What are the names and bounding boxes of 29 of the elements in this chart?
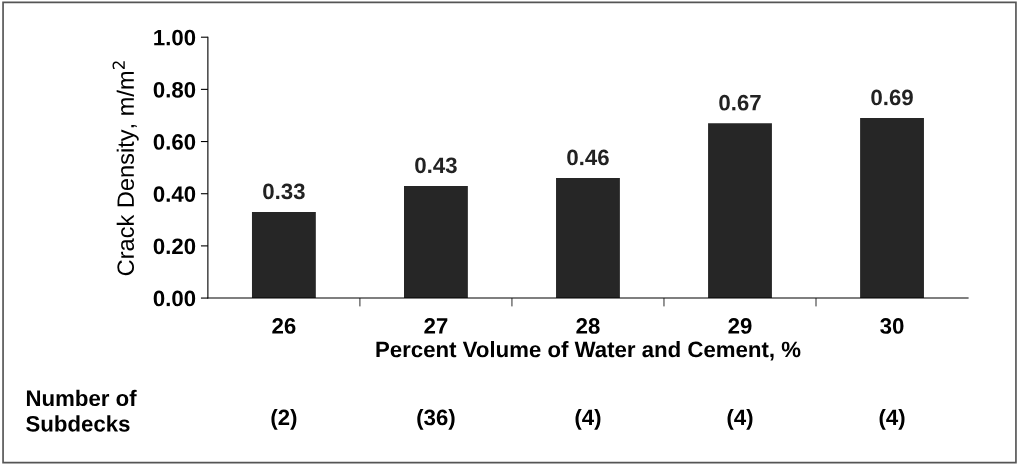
data-label: 0.43 bbox=[415, 157, 457, 174]
x-tick-label: 29 bbox=[728, 318, 752, 334]
data-label: 0.33 bbox=[263, 183, 305, 200]
text: (4) bbox=[727, 409, 753, 430]
data-label: 0.46 bbox=[567, 149, 609, 166]
y-tick-label: 0.40 bbox=[153, 186, 196, 202]
text: (4) bbox=[575, 409, 601, 430]
x-tick-label: 26 bbox=[272, 318, 296, 334]
data-label: 0.67 bbox=[719, 94, 761, 111]
y-tick-label: 0.60 bbox=[153, 134, 196, 150]
x-tick-label: 27 bbox=[424, 318, 448, 334]
bar bbox=[251, 211, 316, 299]
text: Number of Subdecks bbox=[26, 389, 137, 432]
y-tick-label: 0.80 bbox=[153, 81, 196, 98]
x-tick-label: 30 bbox=[880, 318, 904, 334]
bar bbox=[708, 123, 772, 299]
y-tick-label: 0.00 bbox=[153, 290, 196, 307]
text: (36) bbox=[417, 409, 455, 430]
y-axis-title: Crack Density, m/m$^{2}$ bbox=[112, 61, 139, 276]
y-tick-label: 1.00 bbox=[154, 29, 196, 46]
text: (4) bbox=[879, 409, 905, 430]
bar bbox=[556, 178, 620, 299]
data-label: 0.69 bbox=[871, 89, 913, 106]
text: (2) bbox=[271, 409, 297, 430]
bar bbox=[860, 118, 924, 299]
bar bbox=[404, 185, 468, 299]
x-tick-label: 28 bbox=[576, 318, 600, 334]
y-tick-label: 0.20 bbox=[153, 238, 196, 255]
x-axis-title: Percent Volume of Water and Cement, % bbox=[376, 341, 801, 361]
